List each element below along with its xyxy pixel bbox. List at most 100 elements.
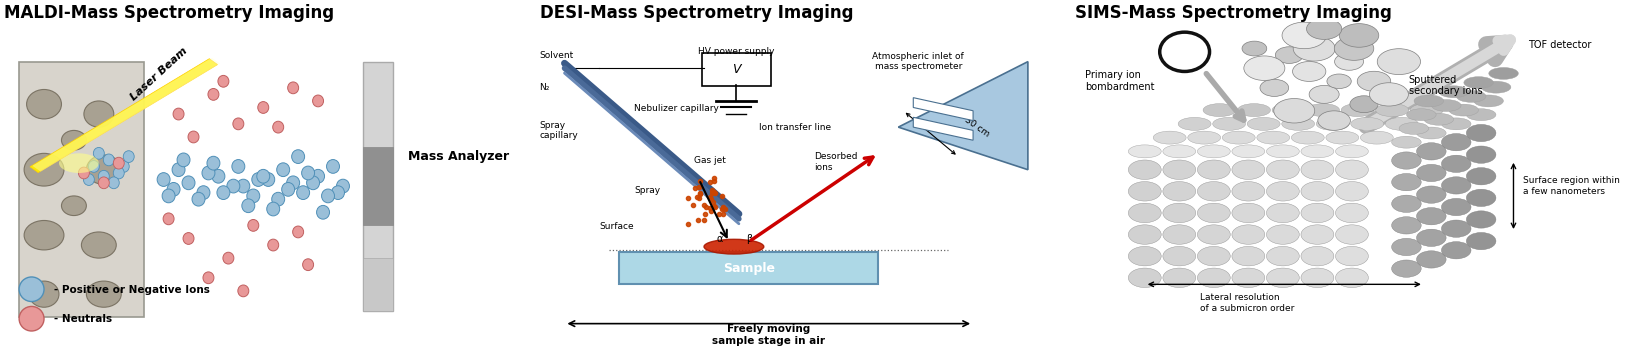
Text: Surface: Surface: [599, 222, 634, 231]
Ellipse shape: [1197, 160, 1231, 179]
Ellipse shape: [1442, 155, 1472, 172]
Ellipse shape: [257, 102, 268, 113]
Ellipse shape: [1233, 225, 1265, 244]
Ellipse shape: [1213, 118, 1246, 130]
Text: Lateral resolution
of a submicron order: Lateral resolution of a submicron order: [1200, 293, 1293, 313]
Ellipse shape: [1238, 104, 1270, 116]
Ellipse shape: [1467, 146, 1496, 163]
Ellipse shape: [1391, 152, 1421, 169]
Ellipse shape: [1416, 251, 1445, 268]
Ellipse shape: [20, 277, 44, 302]
Text: V: V: [732, 63, 740, 76]
Ellipse shape: [1267, 182, 1300, 201]
Ellipse shape: [20, 307, 44, 331]
Ellipse shape: [237, 179, 250, 193]
Text: Solvent: Solvent: [540, 51, 575, 59]
Ellipse shape: [1162, 203, 1195, 223]
Ellipse shape: [1267, 160, 1300, 179]
Text: Spray
capillary: Spray capillary: [540, 121, 578, 140]
Text: - Neutrals: - Neutrals: [54, 314, 111, 324]
Ellipse shape: [83, 101, 115, 127]
Ellipse shape: [1128, 203, 1161, 223]
Ellipse shape: [1457, 90, 1486, 102]
Ellipse shape: [62, 196, 87, 216]
Polygon shape: [913, 117, 972, 140]
Ellipse shape: [277, 163, 290, 177]
Ellipse shape: [1370, 83, 1408, 106]
Ellipse shape: [1351, 118, 1383, 130]
Ellipse shape: [232, 118, 244, 130]
Ellipse shape: [113, 157, 124, 169]
Ellipse shape: [1301, 160, 1334, 179]
Ellipse shape: [1306, 104, 1339, 116]
Ellipse shape: [242, 199, 255, 213]
Ellipse shape: [1481, 81, 1511, 93]
Ellipse shape: [98, 170, 110, 182]
Ellipse shape: [1467, 233, 1496, 250]
Ellipse shape: [1416, 127, 1445, 139]
Polygon shape: [363, 147, 393, 225]
Text: Mass Analyzer: Mass Analyzer: [408, 150, 509, 163]
Ellipse shape: [87, 281, 121, 307]
Ellipse shape: [1233, 160, 1265, 179]
Ellipse shape: [1267, 246, 1300, 266]
Ellipse shape: [301, 166, 314, 180]
Ellipse shape: [1336, 225, 1369, 244]
Ellipse shape: [247, 219, 259, 231]
Text: 30 cm: 30 cm: [963, 115, 992, 139]
Text: Sample: Sample: [724, 262, 774, 275]
Ellipse shape: [83, 174, 95, 185]
Ellipse shape: [1318, 111, 1351, 130]
Ellipse shape: [1385, 118, 1418, 130]
Text: Atmospheric inlet of
mass spectrometer: Atmospheric inlet of mass spectrometer: [873, 52, 964, 71]
Ellipse shape: [1334, 53, 1364, 70]
Ellipse shape: [108, 177, 120, 189]
Ellipse shape: [1467, 124, 1496, 142]
Polygon shape: [363, 62, 393, 310]
Ellipse shape: [1267, 145, 1300, 158]
Ellipse shape: [1274, 98, 1315, 123]
Ellipse shape: [177, 153, 190, 167]
Ellipse shape: [183, 233, 195, 244]
Ellipse shape: [1128, 246, 1161, 266]
Ellipse shape: [208, 88, 219, 100]
Ellipse shape: [1203, 104, 1236, 116]
Polygon shape: [29, 59, 218, 173]
Ellipse shape: [1442, 220, 1472, 237]
Ellipse shape: [1162, 182, 1195, 201]
Ellipse shape: [164, 213, 174, 225]
Ellipse shape: [218, 186, 229, 200]
Ellipse shape: [1336, 268, 1369, 287]
Ellipse shape: [172, 163, 185, 177]
Ellipse shape: [25, 153, 64, 186]
Ellipse shape: [113, 167, 124, 179]
Ellipse shape: [93, 147, 105, 159]
Ellipse shape: [1162, 268, 1195, 287]
Ellipse shape: [157, 173, 170, 187]
Ellipse shape: [311, 169, 324, 183]
Text: Primary ion
bombardment: Primary ion bombardment: [1085, 70, 1154, 92]
Ellipse shape: [1257, 131, 1290, 144]
Ellipse shape: [1341, 104, 1373, 116]
Ellipse shape: [1439, 86, 1468, 98]
Ellipse shape: [1416, 229, 1445, 246]
Ellipse shape: [162, 189, 175, 203]
Ellipse shape: [1128, 225, 1161, 244]
Ellipse shape: [1316, 118, 1349, 130]
Ellipse shape: [1293, 62, 1326, 81]
Ellipse shape: [337, 179, 349, 193]
Ellipse shape: [1463, 77, 1493, 88]
Ellipse shape: [1233, 145, 1265, 158]
Polygon shape: [619, 252, 879, 284]
Ellipse shape: [203, 272, 214, 284]
Ellipse shape: [262, 173, 275, 187]
Text: SIMS-Mass Spectrometry Imaging: SIMS-Mass Spectrometry Imaging: [1076, 4, 1391, 22]
Ellipse shape: [1267, 268, 1300, 287]
Ellipse shape: [228, 179, 241, 193]
Ellipse shape: [1391, 217, 1421, 234]
Text: Spray: Spray: [634, 185, 660, 195]
Polygon shape: [20, 62, 144, 317]
Ellipse shape: [1128, 145, 1161, 158]
Ellipse shape: [1442, 133, 1472, 151]
Text: α: α: [717, 234, 724, 244]
